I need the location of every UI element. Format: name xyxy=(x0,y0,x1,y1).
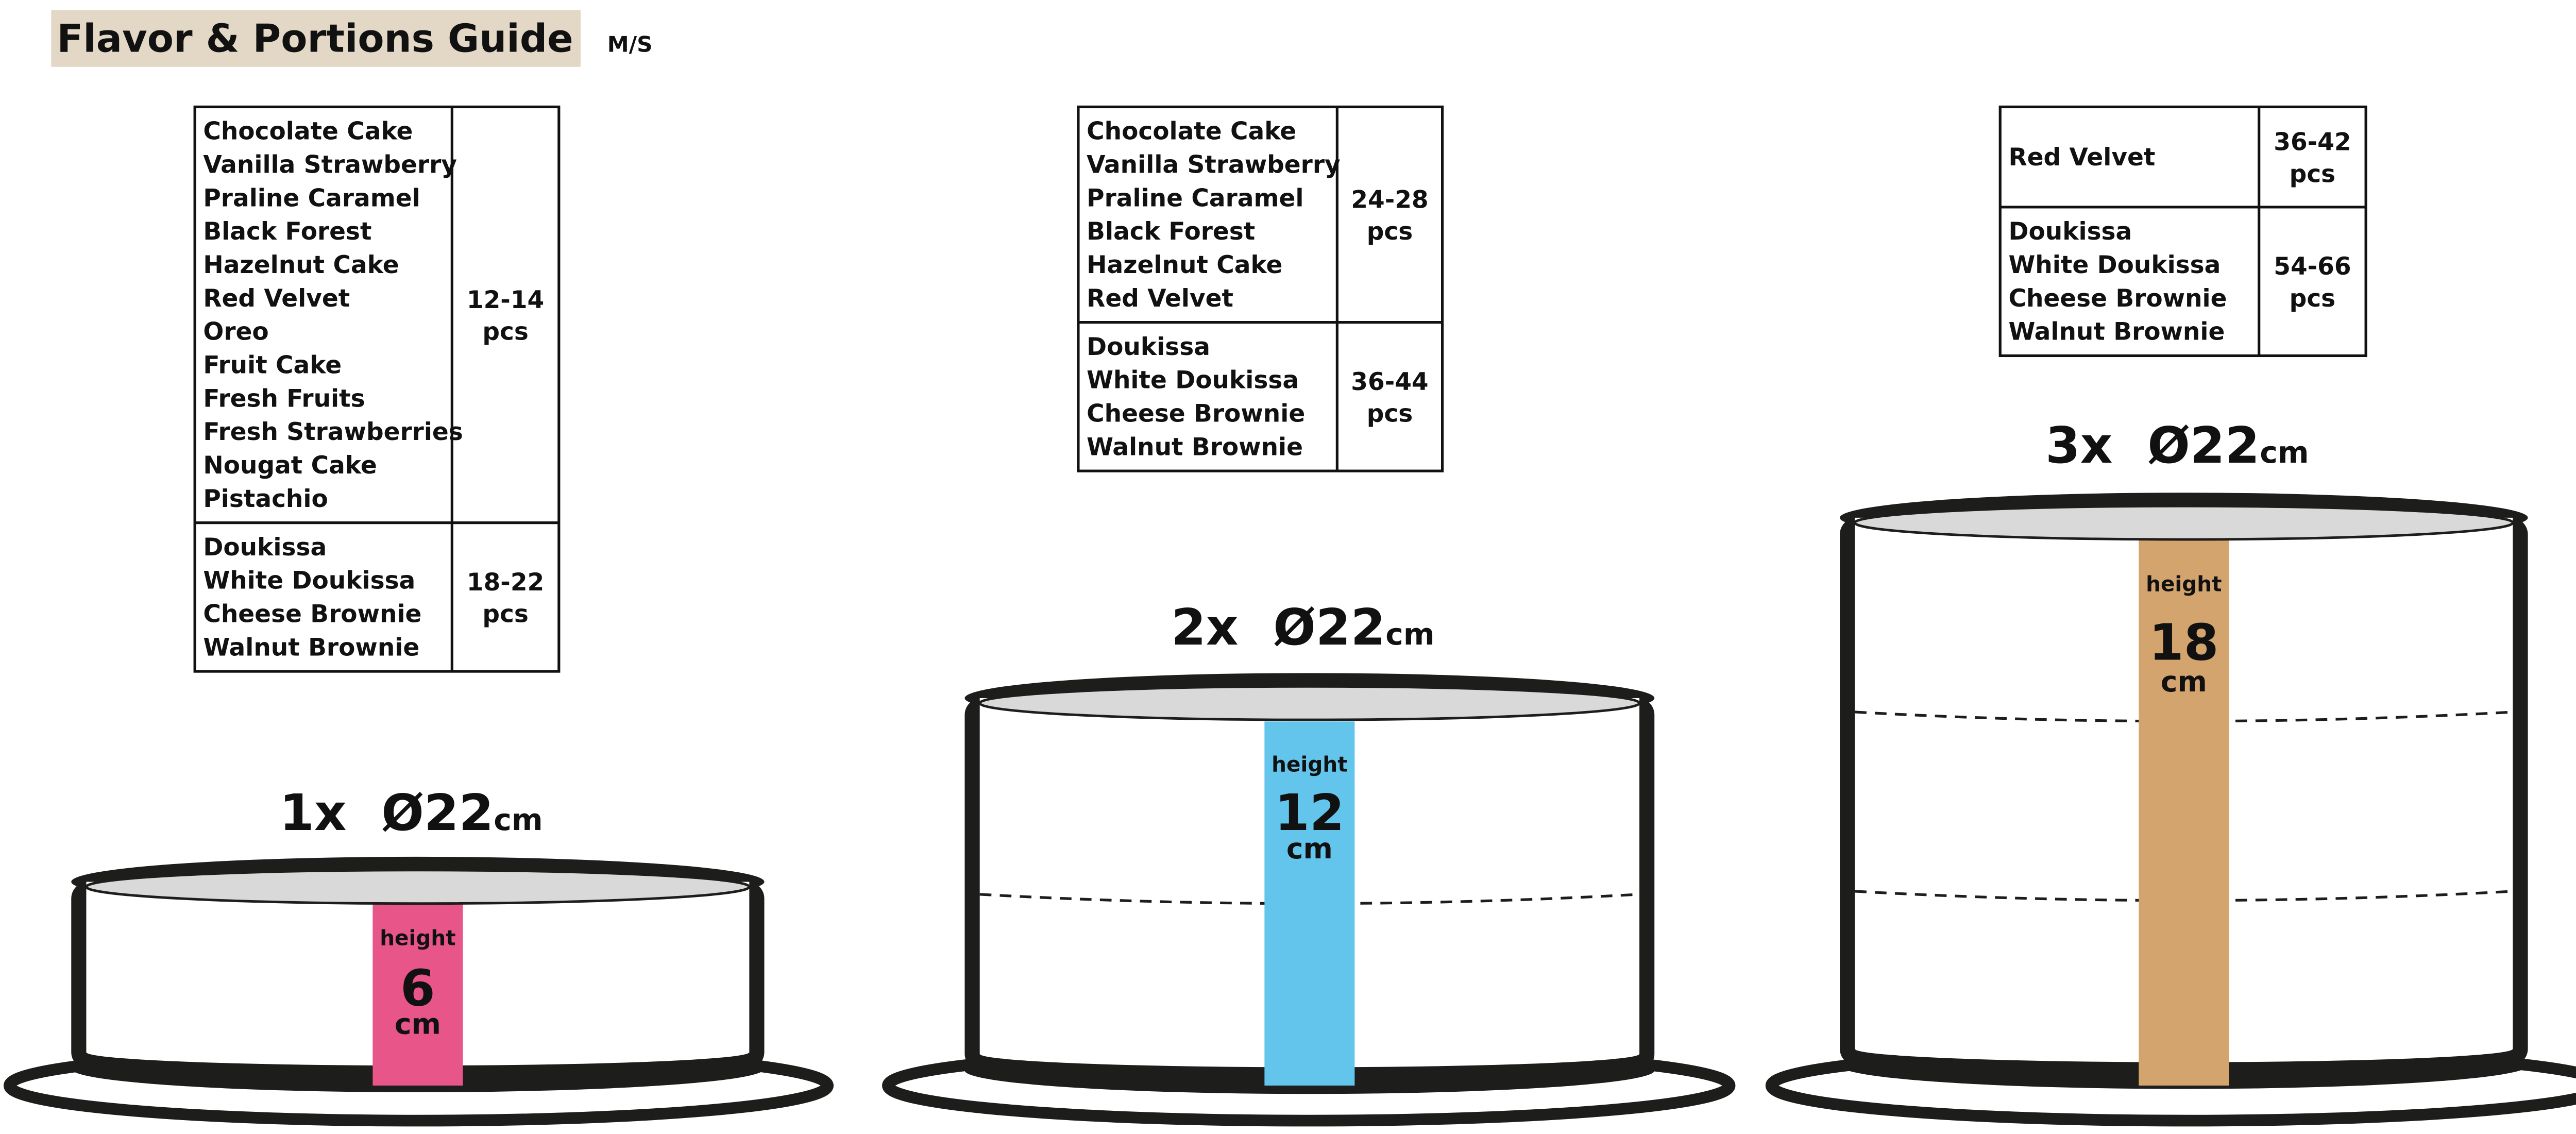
flavor-name: Fresh Fruits xyxy=(203,384,365,413)
page-subtitle: M/S xyxy=(607,31,653,57)
cake-size-unit: cm xyxy=(1385,617,1434,652)
flavor-name: Doukissa xyxy=(1087,333,1210,361)
flavor-name: Black Forest xyxy=(1087,217,1255,246)
cake-top-surface xyxy=(978,685,1641,721)
flavor-name: Cheese Brownie xyxy=(1087,399,1305,428)
flavor-name: Fruit Cake xyxy=(203,351,342,379)
cake-size-label: 2x Ø22cm xyxy=(1171,598,1434,656)
flavor-name: Walnut Brownie xyxy=(1087,433,1303,461)
flavor-name: Doukissa xyxy=(2008,217,2132,246)
portion-unit: pcs xyxy=(2290,284,2335,313)
table-border xyxy=(1998,105,2367,358)
portion-count: 36-42 xyxy=(2274,128,2351,157)
flavor-name: Red Velvet xyxy=(1087,284,1233,313)
height-label: height xyxy=(380,926,455,951)
portion-unit: pcs xyxy=(482,600,528,628)
height-strip xyxy=(1264,721,1355,1086)
flavor-name: White Doukissa xyxy=(2008,251,2221,279)
height-value: 12 xyxy=(1275,784,1344,842)
flavor-name: Walnut Brownie xyxy=(203,633,419,662)
flavor-name: Black Forest xyxy=(203,217,371,246)
flavor-name: Praline Caramel xyxy=(203,184,420,212)
cake-size-label: 1x Ø22cm xyxy=(279,784,543,842)
height-value: 18 xyxy=(2149,613,2218,671)
portion-count: 54-66 xyxy=(2274,252,2351,281)
height-value: 6 xyxy=(400,959,435,1017)
portion-unit: pcs xyxy=(482,318,528,346)
flavor-name: Walnut Brownie xyxy=(2008,318,2225,346)
portion-count: 18-22 xyxy=(467,568,544,597)
flavor-name: Doukissa xyxy=(203,533,327,562)
height-unit: cm xyxy=(1286,832,1333,865)
portion-table: Chocolate Cake Vanilla Strawberry Praline … xyxy=(1077,105,1444,472)
portion-unit: pcs xyxy=(1367,399,1413,428)
portion-unit: pcs xyxy=(1367,217,1413,246)
flavor-name: Red Velvet xyxy=(2008,143,2155,172)
flavor-name: Hazelnut Cake xyxy=(203,251,399,279)
flavor-name: Vanilla Strawberry xyxy=(1087,150,1341,179)
height-label: height xyxy=(2146,572,2222,597)
cake-size-label: 3x Ø22cm xyxy=(2045,416,2309,475)
title-banner xyxy=(51,10,581,67)
height-strip xyxy=(372,903,463,1086)
portion-count: 12-14 xyxy=(467,286,544,314)
height-strip xyxy=(2139,537,2229,1086)
flavor-name: Oreo xyxy=(203,318,268,346)
cake-size-value: 2x Ø22 xyxy=(1171,598,1385,656)
flavor-name: White Doukissa xyxy=(1087,366,1299,395)
page-title: Flavor & Portions Guide xyxy=(57,16,573,61)
height-unit: cm xyxy=(395,1008,441,1041)
portion-tables: Chocolate Cake Vanilla Strawberry Praline … xyxy=(193,105,2367,673)
table-border xyxy=(193,105,561,673)
cake-size-value: 1x Ø22 xyxy=(279,784,494,842)
flavor-name: Nougat Cake xyxy=(203,451,377,480)
height-unit: cm xyxy=(2161,665,2207,698)
portion-count: 36-44 xyxy=(1351,368,1428,396)
flavor-name: Vanilla Strawberry xyxy=(203,150,457,179)
portion-count: 24-28 xyxy=(1351,186,1428,214)
flavor-name: Chocolate Cake xyxy=(203,117,413,146)
cake-top-surface xyxy=(85,869,751,905)
height-label: height xyxy=(1272,752,1347,777)
flavor-name: White Doukissa xyxy=(203,567,415,595)
cake-size-unit: cm xyxy=(2260,435,2309,470)
flavor-name: Chocolate Cake xyxy=(1087,117,1296,146)
flavor-name: Hazelnut Cake xyxy=(1087,251,1282,279)
cake-size-unit: cm xyxy=(494,802,543,837)
portion-unit: pcs xyxy=(2290,160,2335,188)
flavor-name: Cheese Brownie xyxy=(203,600,421,628)
cake-size-value: 3x Ø22 xyxy=(2045,416,2260,475)
flavor-name: Fresh Strawberries xyxy=(203,418,463,446)
flavor-name: Praline Caramel xyxy=(1087,184,1303,212)
portion-table: Chocolate Cake Vanilla Strawberry Praline … xyxy=(193,105,561,673)
cake-top-surface xyxy=(1853,504,2514,541)
flavor-name: Cheese Brownie xyxy=(2008,284,2227,313)
table-border xyxy=(1077,105,1444,472)
flavor-name: Red Velvet xyxy=(203,284,350,313)
portion-table: Red Velvet 36-42 pcs Doukissa White Doukissa… xyxy=(1998,105,2367,358)
flavor-name: Pistachio xyxy=(203,485,328,513)
